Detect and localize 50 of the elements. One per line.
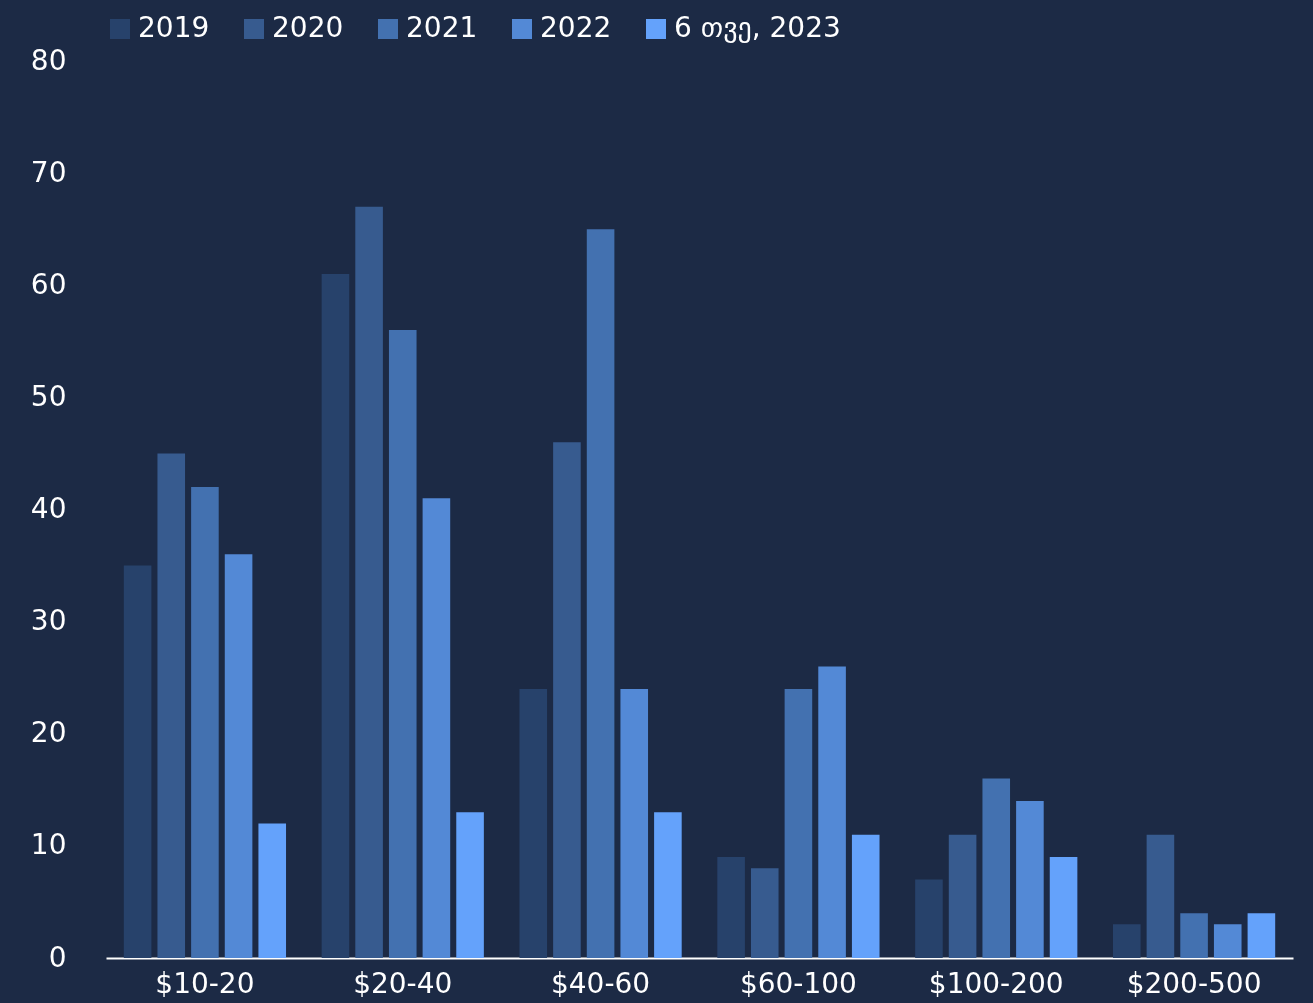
legend-label: 6 თვე, 2023	[674, 11, 841, 44]
bar	[784, 688, 813, 958]
bar	[355, 206, 383, 958]
bar	[586, 229, 615, 958]
bar	[258, 823, 287, 958]
bar	[191, 487, 219, 958]
bar	[818, 666, 846, 958]
x-tick-label: $20-40	[353, 966, 453, 1000]
bar	[553, 442, 581, 958]
legend-label: 2022	[540, 11, 612, 44]
y-tick-label: 50	[30, 379, 67, 413]
y-tick-label: 30	[30, 604, 67, 638]
bar	[1247, 913, 1276, 958]
y-tick-label: 40	[30, 492, 67, 525]
x-tick-label: $10-20	[155, 966, 255, 1000]
bar	[123, 565, 152, 958]
x-tick-label: $40-60	[550, 966, 651, 1000]
legend-label: 2020	[272, 11, 344, 44]
bar	[1180, 913, 1208, 958]
x-tick-label: $100-200	[928, 966, 1064, 1000]
y-tick-label: 20	[30, 716, 67, 750]
legend-label: 2021	[406, 11, 478, 44]
bar	[224, 554, 253, 958]
y-tick-label: 10	[30, 828, 67, 862]
bar	[1016, 801, 1044, 958]
x-tick-label: $200-500	[1126, 966, 1262, 1000]
bar	[1049, 857, 1078, 958]
bar	[915, 879, 943, 958]
bar	[456, 812, 484, 958]
bar	[388, 330, 417, 958]
bar	[157, 453, 186, 958]
bar	[1146, 834, 1175, 958]
bar	[422, 498, 451, 958]
legend-label: 2019	[138, 11, 210, 44]
bar	[1213, 924, 1242, 958]
bar	[519, 688, 548, 958]
bar	[654, 812, 682, 958]
y-tick-label: 0	[48, 940, 67, 974]
bar	[717, 857, 745, 958]
bar	[851, 834, 880, 958]
bar	[750, 868, 779, 958]
bar	[1112, 924, 1141, 958]
bar	[620, 688, 649, 958]
bar	[321, 274, 350, 958]
bar	[982, 778, 1011, 958]
x-tick-label: $60-100	[739, 966, 857, 1000]
y-tick-label: 70	[30, 155, 67, 189]
y-tick-label: 60	[30, 267, 67, 301]
y-tick-label: 80	[30, 43, 67, 77]
bar	[948, 834, 977, 958]
